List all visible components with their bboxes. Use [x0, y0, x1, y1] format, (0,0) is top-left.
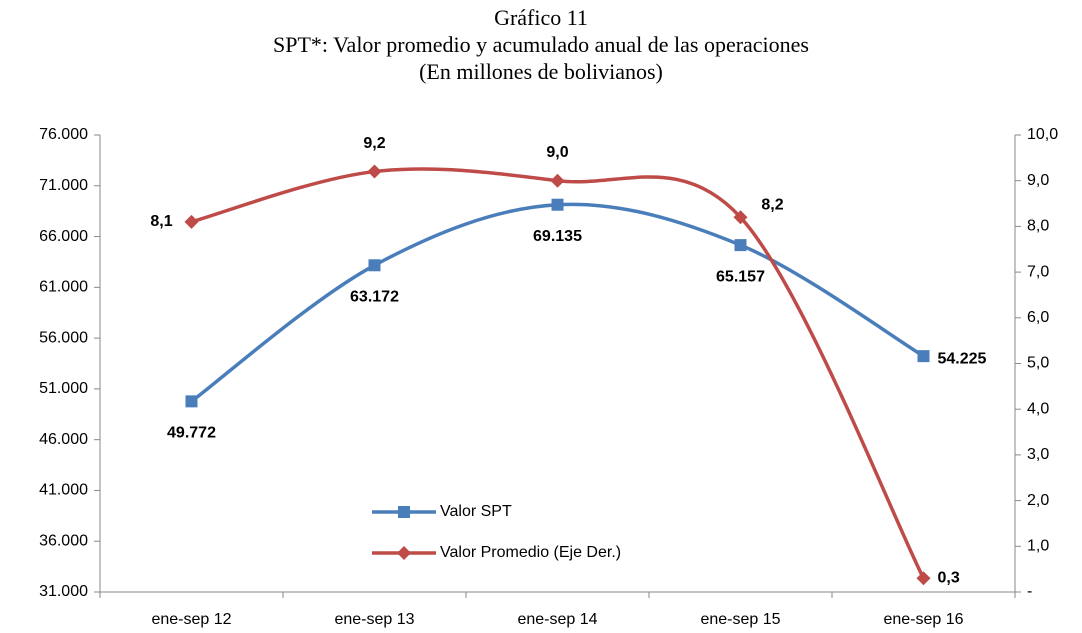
x-tick-label: ene-sep 16 [883, 611, 963, 628]
marker [550, 173, 565, 188]
data-label: 49.772 [167, 425, 216, 442]
y2-tick-label: 2,0 [1027, 492, 1049, 509]
y2-tick-label: 3,0 [1027, 446, 1049, 463]
x-tick-label: ene-sep 15 [700, 611, 780, 628]
marker [368, 259, 381, 272]
marker [397, 546, 411, 560]
data-label: 69.135 [533, 228, 582, 245]
data-label: 9,0 [546, 144, 568, 161]
y-tick-label: 66.000 [39, 228, 88, 245]
y2-tick-label: 8,0 [1027, 218, 1049, 235]
x-tick-label: ene-sep 13 [334, 611, 414, 628]
y-tick-label: 41.000 [39, 482, 88, 499]
y2-tick-label: 1,0 [1027, 538, 1049, 555]
data-label: 54.225 [938, 350, 987, 367]
y2-tick-label: - [1027, 583, 1032, 600]
data-label: 8,1 [150, 213, 172, 230]
y-tick-label: 56.000 [39, 329, 88, 346]
y-tick-label: 46.000 [39, 431, 88, 448]
y-tick-label: 76.000 [39, 126, 88, 143]
x-tick-label: ene-sep 12 [151, 611, 231, 628]
data-label: 65.157 [716, 268, 765, 285]
x-tick-label: ene-sep 14 [517, 611, 597, 628]
y2-tick-label: 6,0 [1027, 309, 1049, 326]
data-label: 0,3 [938, 570, 960, 587]
marker [551, 198, 564, 211]
y-tick-label: 71.000 [39, 177, 88, 194]
data-label: 9,2 [363, 135, 385, 152]
y2-tick-label: 9,0 [1027, 172, 1049, 189]
marker [185, 395, 198, 408]
y-tick-label: 51.000 [39, 380, 88, 397]
data-label: 8,2 [761, 196, 783, 213]
marker [916, 571, 931, 586]
marker [367, 164, 382, 179]
y-tick-label: 36.000 [39, 532, 88, 549]
y2-tick-label: 4,0 [1027, 400, 1049, 417]
y-tick-label: 61.000 [39, 279, 88, 296]
y-tick-label: 31.000 [39, 583, 88, 600]
legend-label: Valor SPT [440, 503, 512, 520]
marker [917, 350, 930, 363]
data-label: 63.172 [350, 288, 399, 305]
legend-label: Valor Promedio (Eje Der.) [440, 544, 621, 561]
y2-tick-label: 10,0 [1027, 126, 1058, 143]
series-line [191, 167, 926, 580]
chart-unit: (En millones de bolivianos) [419, 59, 663, 84]
marker [733, 210, 748, 225]
marker [734, 239, 747, 252]
y2-tick-label: 7,0 [1027, 263, 1049, 280]
chart-subtitle: SPT*: Valor promedio y acumulado anual d… [273, 32, 809, 57]
y2-tick-label: 5,0 [1027, 355, 1049, 372]
marker [398, 506, 410, 518]
marker [184, 214, 199, 229]
chart-title: Gráfico 11 [494, 5, 588, 30]
